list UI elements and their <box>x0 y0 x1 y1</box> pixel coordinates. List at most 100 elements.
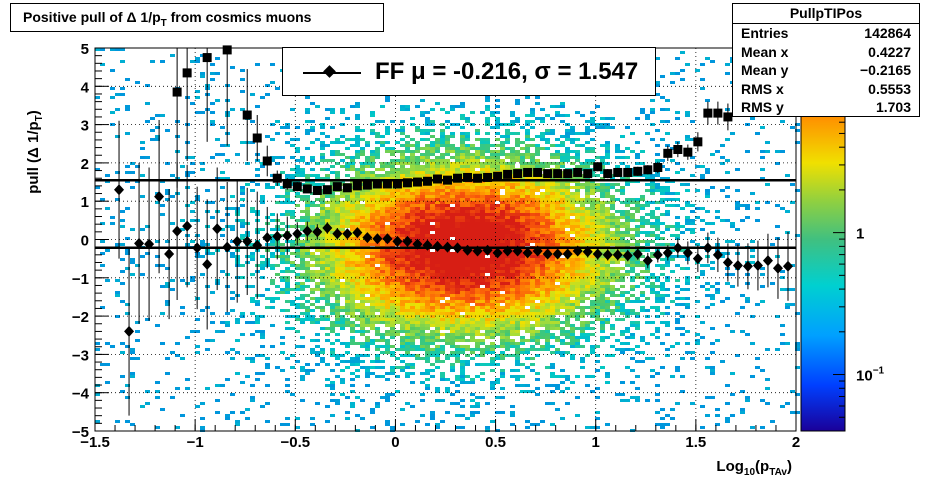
heatmap-cell <box>570 300 575 303</box>
heatmap-cell <box>455 282 460 285</box>
heatmap-cell <box>575 195 580 198</box>
heatmap-cell <box>480 261 485 264</box>
heatmap-cell <box>420 132 425 135</box>
heatmap-cell <box>465 189 470 192</box>
heatmap-cell <box>330 381 335 384</box>
heatmap-cell <box>395 267 400 270</box>
heatmap-cell <box>520 159 525 162</box>
heatmap-cell <box>420 372 425 375</box>
heatmap-cell <box>380 321 385 324</box>
heatmap-cell <box>190 330 195 333</box>
heatmap-cell <box>445 318 450 321</box>
heatmap-cell <box>260 261 265 264</box>
heatmap-cell <box>425 306 430 309</box>
heatmap-cell <box>405 342 410 345</box>
heatmap-cell <box>475 207 480 210</box>
heatmap-cell <box>325 108 330 111</box>
heatmap <box>95 48 800 432</box>
heatmap-cell <box>95 342 100 345</box>
heatmap-cell <box>420 192 425 195</box>
heatmap-cell <box>350 195 355 198</box>
heatmap-cell <box>285 141 290 144</box>
heatmap-cell <box>550 204 555 207</box>
heatmap-cell <box>310 264 315 267</box>
heatmap-cell <box>385 198 390 201</box>
heatmap-cell <box>475 276 480 279</box>
heatmap-cell <box>510 228 515 231</box>
heatmap-cell <box>120 219 125 222</box>
heatmap-cell <box>270 240 275 243</box>
heatmap-cell <box>500 279 505 282</box>
heatmap-cell <box>520 213 525 216</box>
heatmap-cell <box>445 234 450 237</box>
heatmap-cell <box>305 300 310 303</box>
heatmap-cell <box>330 384 335 387</box>
heatmap-cell <box>515 234 520 237</box>
heatmap-cell <box>500 147 505 150</box>
heatmap-cell <box>470 234 475 237</box>
heatmap-cell <box>265 93 270 96</box>
heatmap-cell <box>350 225 355 228</box>
heatmap-cell <box>425 318 430 321</box>
heatmap-cell <box>445 279 450 282</box>
heatmap-cell <box>255 372 260 375</box>
heatmap-cell <box>360 240 365 243</box>
heatmap-cell <box>505 237 510 240</box>
heatmap-cell <box>470 258 475 261</box>
heatmap-cell <box>395 321 400 324</box>
heatmap-cell <box>445 231 450 234</box>
heatmap-cell <box>270 306 275 309</box>
heatmap-cell <box>560 381 565 384</box>
heatmap-cell <box>295 330 300 333</box>
heatmap-cell <box>565 192 570 195</box>
heatmap-cell <box>575 258 580 261</box>
heatmap-cell <box>465 207 470 210</box>
heatmap-cell <box>460 294 465 297</box>
heatmap-cell <box>425 261 430 264</box>
heatmap-cell <box>175 387 180 390</box>
heatmap-cell <box>340 273 345 276</box>
heatmap-cell <box>330 288 335 291</box>
heatmap-cell <box>300 285 305 288</box>
heatmap-cell <box>585 354 590 357</box>
heatmap-cell <box>190 279 195 282</box>
heatmap-cell <box>325 240 330 243</box>
heatmap-cell <box>505 219 510 222</box>
heatmap-cell <box>575 285 580 288</box>
heatmap-cell <box>320 306 325 309</box>
heatmap-cell <box>130 162 135 165</box>
heatmap-cell <box>475 231 480 234</box>
heatmap-cell <box>530 198 535 201</box>
heatmap-cell <box>500 237 505 240</box>
heatmap-cell <box>320 327 325 330</box>
heatmap-cell <box>520 147 525 150</box>
heatmap-cell <box>465 228 470 231</box>
heatmap-cell <box>330 201 335 204</box>
heatmap-cell <box>410 342 415 345</box>
heatmap-cell <box>390 147 395 150</box>
heatmap-cell <box>480 147 485 150</box>
heatmap-cell <box>410 117 415 120</box>
heatmap-cell <box>500 234 505 237</box>
heatmap-cell <box>480 216 485 219</box>
heatmap-cell <box>565 129 570 132</box>
heatmap-cell <box>370 228 375 231</box>
heatmap-cell <box>355 198 360 201</box>
heatmap-cell <box>425 270 430 273</box>
heatmap-cell <box>390 258 395 261</box>
heatmap-cell <box>385 204 390 207</box>
heatmap-cell <box>445 225 450 228</box>
heatmap-cell <box>330 282 335 285</box>
heatmap-cell <box>420 210 425 213</box>
heatmap-cell <box>460 378 465 381</box>
heatmap-cell <box>475 129 480 132</box>
heatmap-cell <box>330 111 335 114</box>
heatmap-cell <box>485 138 490 141</box>
heatmap-cell <box>450 291 455 294</box>
heatmap-cell <box>350 309 355 312</box>
heatmap-cell <box>440 348 445 351</box>
heatmap-cell <box>290 270 295 273</box>
heatmap-cell <box>365 198 370 201</box>
heatmap-cell <box>510 342 515 345</box>
heatmap-cell <box>415 312 420 315</box>
